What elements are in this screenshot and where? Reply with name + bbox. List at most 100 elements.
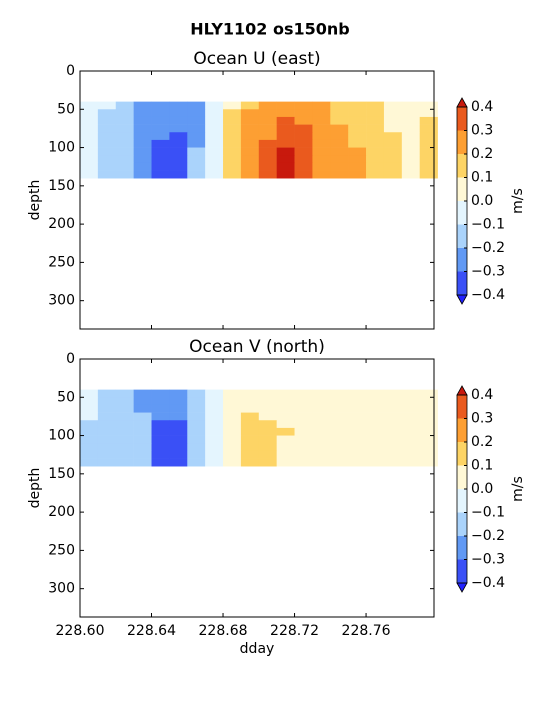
contour-cell: [115, 132, 134, 141]
contour-cell: [169, 420, 188, 429]
colorbar-tick-label: −0.4: [471, 287, 505, 303]
contour-cell: [348, 404, 367, 413]
contour-cell: [401, 109, 420, 118]
colorbar-tick-label: 0.4: [471, 99, 493, 115]
y-tick-label: 100: [48, 140, 75, 156]
contour-cell: [115, 389, 134, 398]
contour-cell: [258, 420, 277, 429]
y-tick-label: 150: [48, 466, 75, 482]
contour-cell: [169, 139, 188, 148]
contour-cell: [383, 132, 403, 141]
colorbar-tick-label: 0.0: [471, 481, 493, 497]
contour-cell: [187, 412, 206, 421]
contour-cell: [97, 389, 117, 398]
contour-cell: [80, 458, 99, 467]
contour-cell: [401, 412, 420, 421]
contour-cell: [258, 101, 277, 110]
contour-cell: [348, 109, 367, 118]
contour-cell: [115, 101, 134, 110]
contour-cell: [276, 109, 295, 118]
contour-cell: [205, 155, 224, 164]
contour-cell: [205, 450, 224, 459]
contour-cell: [169, 170, 188, 179]
contour-cell: [330, 170, 349, 179]
contour-cell: [240, 420, 260, 429]
contour-cell: [115, 109, 134, 118]
contour-cell: [187, 170, 206, 179]
colorbar-tick-label: −0.2: [471, 240, 505, 256]
contour-cell: [383, 404, 403, 413]
colorbar-tick-label: −0.4: [471, 575, 505, 591]
contour-cell: [401, 427, 420, 436]
contour-cell: [258, 162, 277, 171]
contour-cell: [348, 450, 367, 459]
contour-cell: [330, 162, 349, 171]
colorbar-band: [457, 271, 467, 295]
contour-cell: [205, 101, 224, 110]
contour-cell: [401, 124, 420, 133]
contour-cell: [151, 389, 170, 398]
colorbar-over: [456, 97, 468, 108]
contour-cell: [312, 435, 331, 444]
contour-cell: [151, 109, 170, 118]
axes-frame: [79, 358, 435, 618]
contour-cell: [240, 450, 260, 459]
contour-cell: [115, 458, 134, 467]
contour-cell: [366, 101, 385, 110]
contour-cell: [383, 139, 403, 148]
contour-cell: [169, 132, 188, 141]
contour-cell: [419, 412, 438, 421]
contour-cell: [240, 458, 260, 467]
contour-cell: [240, 132, 260, 141]
contour-cell: [80, 420, 99, 429]
colorbar-band: [457, 418, 467, 442]
contour-cell: [383, 458, 403, 467]
contour-cell: [223, 124, 242, 133]
contour-cell: [294, 443, 313, 452]
contour-cell: [151, 170, 170, 179]
contour-cell: [401, 450, 420, 459]
contour-cell: [115, 404, 134, 413]
contour-cell: [133, 170, 152, 179]
contour-cell: [223, 420, 242, 429]
contour-cell: [258, 116, 277, 125]
colorbar-tick-label: 0.1: [471, 170, 493, 186]
contour-cell: [419, 435, 438, 444]
colorbar-label: m/s: [510, 476, 526, 502]
contour-cell: [366, 109, 385, 118]
colorbar-tick-label: −0.3: [471, 264, 505, 280]
contour-cell: [294, 389, 313, 398]
contour-cell: [276, 443, 295, 452]
contour-cell: [276, 458, 295, 467]
contour-cell: [169, 116, 188, 125]
contour-cell: [366, 404, 385, 413]
contour-cell: [419, 155, 438, 164]
colorbar-tick-label: −0.1: [471, 217, 505, 233]
contour-cell: [133, 101, 152, 110]
contour-cell: [223, 147, 242, 156]
contour-cell: [115, 139, 134, 148]
contour-cell: [223, 389, 242, 398]
contour-cell: [276, 147, 295, 156]
contour-cell: [223, 412, 242, 421]
contour-cell: [330, 132, 349, 141]
contour-cell: [133, 124, 152, 133]
contour-cell: [383, 170, 403, 179]
colorbar-band: [457, 201, 467, 225]
colorbar-tick-label: 0.0: [471, 193, 493, 209]
contour-cell: [133, 155, 152, 164]
contour-cell: [133, 435, 152, 444]
contour-cell: [151, 450, 170, 459]
contour-cell: [401, 404, 420, 413]
contour-cell: [383, 443, 403, 452]
contour-cell: [330, 404, 349, 413]
contour-cell: [401, 116, 420, 125]
contour-cell: [80, 116, 99, 125]
contour-cell: [187, 116, 206, 125]
contour-cell: [151, 155, 170, 164]
contour-cell: [187, 443, 206, 452]
contour-cell: [258, 147, 277, 156]
contour-cell: [80, 101, 99, 110]
contour-cell: [419, 139, 438, 148]
colorbar-tick-label: 0.1: [471, 458, 493, 474]
